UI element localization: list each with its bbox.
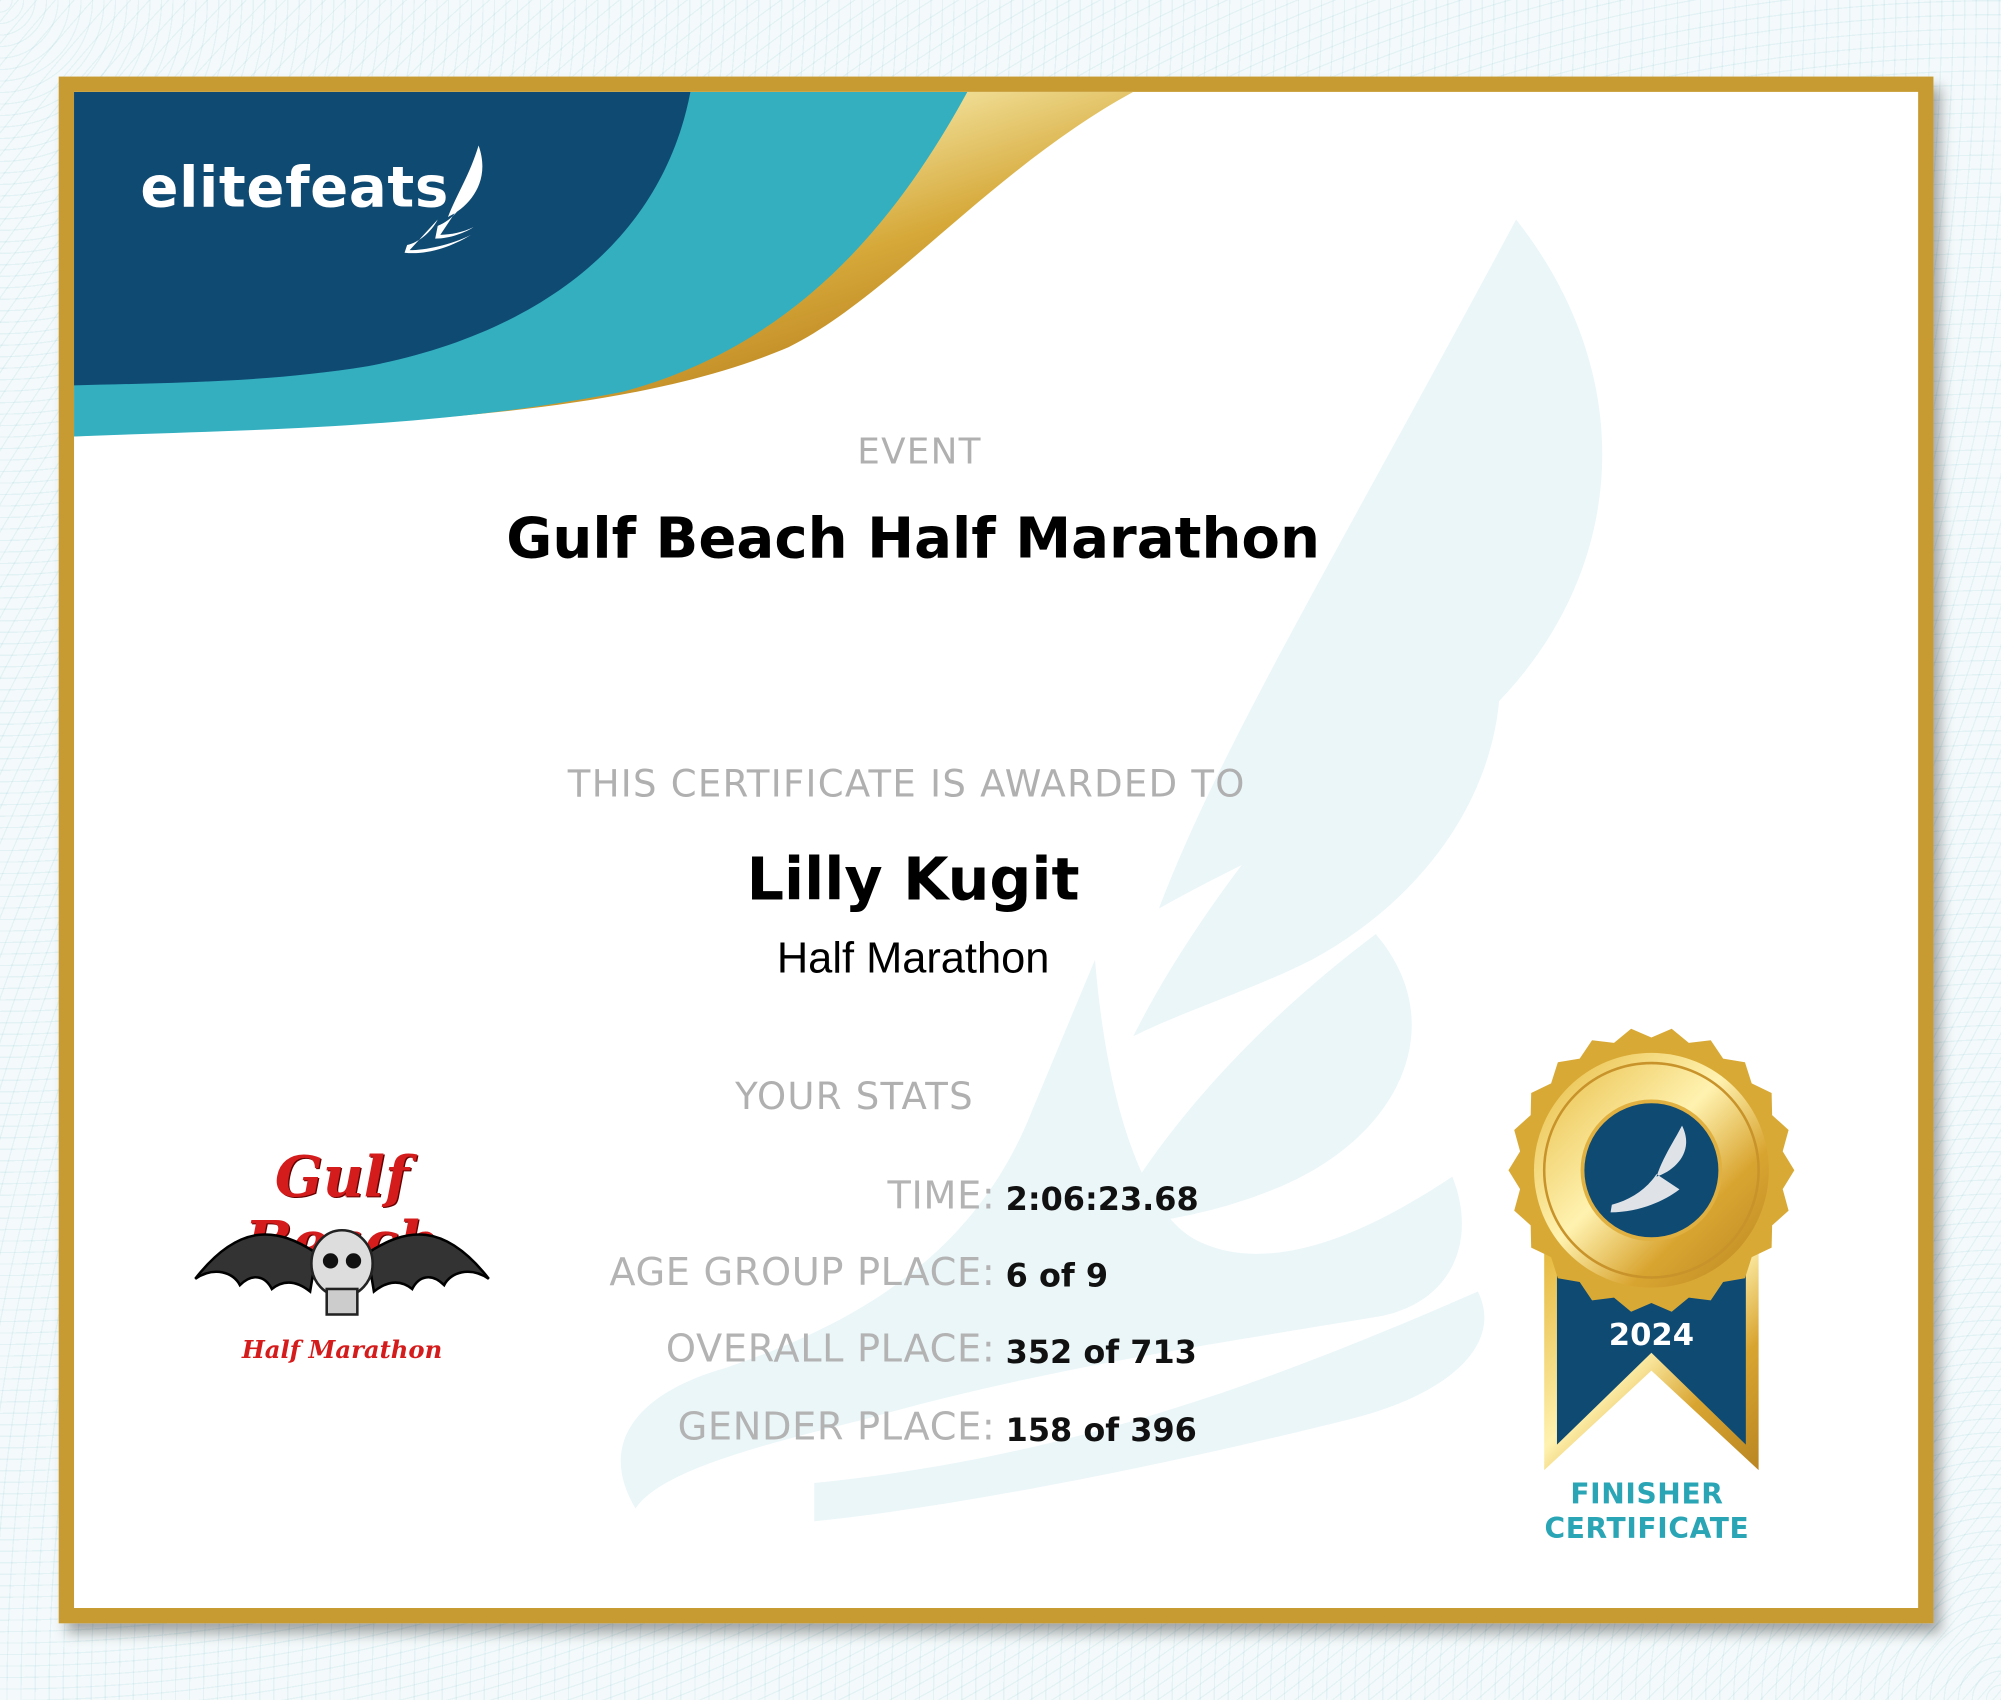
bat-winged-skull-icon [194,1228,490,1316]
elitefeats-logo: elitefeats [140,155,449,221]
finisher-medal: 2024 [1508,1028,1795,1471]
stat-label: OVERALL PLACE: [665,1327,996,1372]
your-stats-label: YOUR STATS [735,1074,974,1118]
event-name: Gulf Beach Half Marathon [506,506,1320,572]
stat-row-overall-place: OVERALL PLACE: 352 of 713 [74,1327,1918,1378]
header-banner [74,91,1134,437]
stat-value: 2:06:23.68 [1005,1180,1199,1218]
finisher-caption-line1: FINISHER [1570,1479,1724,1512]
stat-label: AGE GROUP PLACE: [609,1250,996,1296]
finisher-caption-line2: CERTIFICATE [1544,1513,1750,1546]
stat-label: TIME: [887,1174,996,1219]
winged-foot-logo-icon [404,145,483,254]
winged-foot-watermark-icon [620,219,1603,1522]
winged-foot-icon [1610,1125,1687,1213]
awardee-name: Lilly Kugit [746,844,1080,914]
stat-value: 158 of 396 [1005,1411,1197,1449]
stat-row-age-group-place: AGE GROUP PLACE: 6 of 9 [74,1251,1918,1302]
medal-year: 2024 [1609,1318,1694,1353]
gulf-beach-logo: Gulf Beach Half Marathon [189,1145,495,1387]
event-logo-subtitle: Half Marathon [241,1336,443,1365]
awarded-to-label: THIS CERTIFICATE IS AWARDED TO [567,761,1246,806]
certificate-frame: elitefeats EVENT Gulf Beach Half Maratho… [58,76,1934,1624]
race-name: Half Marathon [776,934,1050,983]
event-label: EVENT [857,430,982,473]
stat-row-time: TIME: 2:06:23.68 [74,1174,1918,1225]
stat-value: 6 of 9 [1005,1257,1109,1295]
stat-row-gender-place: GENDER PLACE: 158 of 396 [74,1405,1918,1456]
stat-label: GENDER PLACE: [677,1405,996,1450]
stat-value: 352 of 713 [1005,1333,1197,1371]
ribbon [1556,1265,1746,1445]
